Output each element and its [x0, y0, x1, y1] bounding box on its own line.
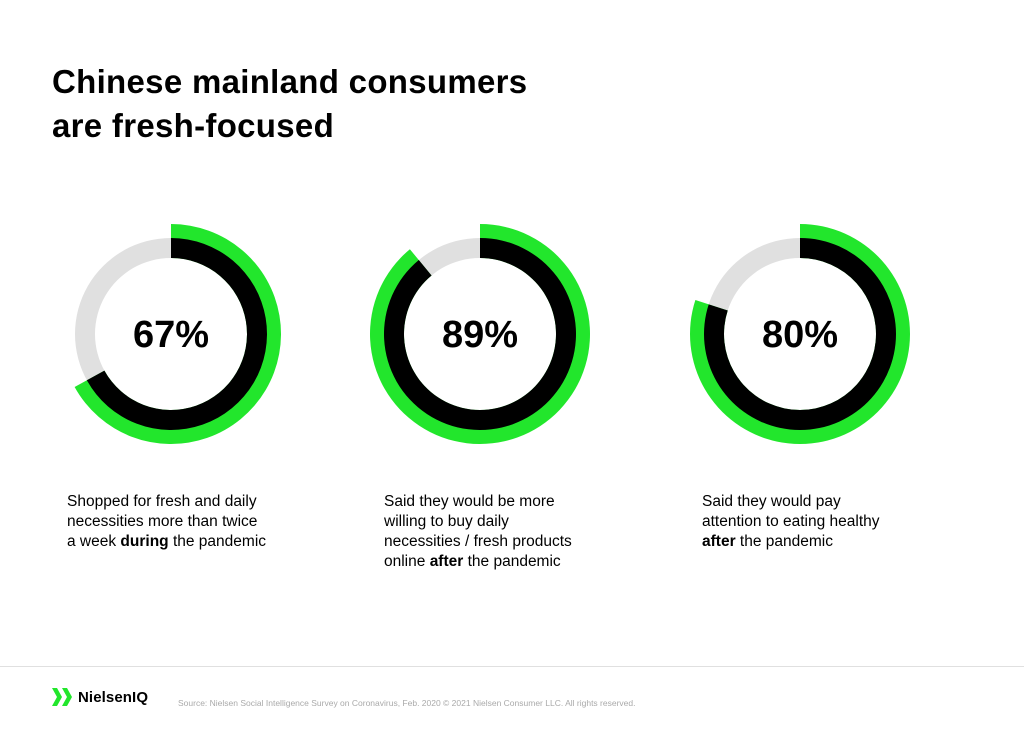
donut-3-description: Said they would pay attention to eating …	[702, 492, 902, 552]
desc-1-text-end: the pandemic	[168, 533, 267, 550]
footer-divider	[0, 666, 1024, 667]
title-line-1: Chinese mainland consumers	[52, 63, 528, 100]
source-note: Source: Nielsen Social Intelligence Surv…	[178, 698, 636, 708]
donut-2-label: 89%	[442, 314, 518, 356]
nielseniq-logo-icon	[52, 688, 72, 706]
donut-svg-2: 89%	[370, 224, 590, 445]
desc-3-text: Said they would pay attention to eating …	[702, 493, 880, 530]
donut-chart-3: 80%	[686, 220, 914, 448]
title-line-2: are fresh-focused	[52, 107, 335, 144]
donut-3-label: 80%	[762, 314, 838, 356]
desc-2-text: Said they would be more willing to buy d…	[384, 493, 572, 570]
logo-wordmark: NielsenIQ	[78, 688, 149, 706]
donut-1-label: 67%	[133, 314, 209, 356]
donut-1-description: Shopped for fresh and daily necessities …	[67, 492, 267, 552]
donut-svg-3: 80%	[690, 224, 910, 444]
page-title: Chinese mainland consumers are fresh-foc…	[52, 60, 527, 148]
nielseniq-logo: NielsenIQ	[52, 688, 148, 706]
donut-chart-2: 89%	[366, 220, 594, 448]
desc-1-text: Shopped for fresh and daily necessities …	[67, 493, 258, 550]
desc-3-emphasis: after	[702, 533, 736, 550]
desc-2-emphasis: after	[429, 553, 464, 570]
desc-3-text-end: the pandemic	[735, 533, 833, 550]
donut-chart-1: 67%	[57, 220, 285, 448]
desc-1-emphasis: during	[120, 533, 169, 550]
desc-2-text-end: the pandemic	[463, 553, 561, 570]
donut-svg-1: 67%	[74, 224, 281, 444]
donut-2-description: Said they would be more willing to buy d…	[384, 492, 584, 572]
